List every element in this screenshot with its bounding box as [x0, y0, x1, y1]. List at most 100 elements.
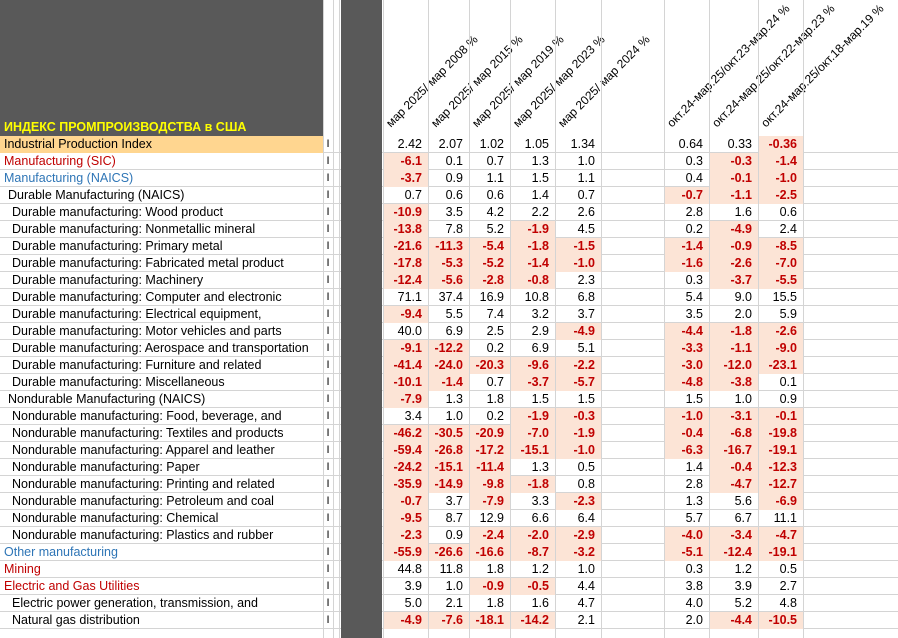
data-cell[interactable]: -10.5: [758, 612, 803, 629]
data-cell[interactable]: 2.4: [779, 222, 797, 236]
data-cell[interactable]: -14.2: [510, 612, 555, 629]
data-cell[interactable]: -9.0: [758, 340, 803, 357]
row-marker[interactable]: I: [326, 410, 330, 422]
data-cell[interactable]: -19.1: [758, 544, 803, 561]
data-cell[interactable]: -2.3: [383, 527, 428, 544]
row-label[interactable]: Other manufacturing: [4, 545, 118, 559]
data-cell[interactable]: -0.3: [555, 408, 601, 425]
data-cell[interactable]: -0.9: [469, 578, 510, 595]
data-cell[interactable]: 0.1: [779, 375, 797, 389]
data-cell[interactable]: 44.8: [397, 562, 422, 576]
row-label[interactable]: Manufacturing (SIC): [4, 154, 116, 168]
row-marker[interactable]: I: [326, 325, 330, 337]
row-label[interactable]: Nondurable manufacturing: Paper: [12, 460, 200, 474]
data-cell[interactable]: 0.33: [727, 137, 752, 151]
row-marker[interactable]: I: [326, 257, 330, 269]
data-cell[interactable]: -4.4: [709, 612, 758, 629]
data-cell[interactable]: -2.9: [555, 527, 601, 544]
row-marker[interactable]: I: [326, 393, 330, 405]
row-label[interactable]: Nondurable manufacturing: Plastics and r…: [12, 528, 274, 542]
row-label[interactable]: Durable manufacturing: Electrical equipm…: [12, 307, 262, 321]
data-cell[interactable]: 6.4: [577, 511, 595, 525]
data-cell[interactable]: -12.0: [709, 357, 758, 374]
data-cell[interactable]: -19.8: [758, 425, 803, 442]
data-cell[interactable]: -4.9: [383, 612, 428, 629]
data-cell[interactable]: 6.8: [577, 290, 595, 304]
data-cell[interactable]: 1.2: [734, 562, 752, 576]
data-cell[interactable]: 5.1: [577, 341, 595, 355]
data-cell[interactable]: -46.2: [383, 425, 428, 442]
data-cell[interactable]: -1.0: [555, 255, 601, 272]
data-cell[interactable]: -1.4: [664, 238, 709, 255]
data-cell[interactable]: 1.5: [685, 392, 703, 406]
data-cell[interactable]: 37.4: [438, 290, 463, 304]
data-cell[interactable]: 0.7: [404, 188, 422, 202]
data-cell[interactable]: 2.07: [438, 137, 463, 151]
data-cell[interactable]: -5.6: [428, 272, 469, 289]
data-cell[interactable]: 0.2: [685, 222, 703, 236]
data-cell[interactable]: -0.5: [510, 578, 555, 595]
data-cell[interactable]: -8.7: [510, 544, 555, 561]
data-cell[interactable]: -6.8: [709, 425, 758, 442]
data-cell[interactable]: -1.0: [664, 408, 709, 425]
data-cell[interactable]: 4.7: [577, 596, 595, 610]
data-cell[interactable]: 2.0: [685, 613, 703, 627]
row-label[interactable]: Durable manufacturing: Aerospace and tra…: [12, 341, 309, 355]
data-cell[interactable]: -1.9: [510, 408, 555, 425]
data-cell[interactable]: -13.8: [383, 221, 428, 238]
data-cell[interactable]: 5.6: [734, 494, 752, 508]
data-cell[interactable]: 1.02: [479, 137, 504, 151]
data-cell[interactable]: -0.1: [758, 408, 803, 425]
data-cell[interactable]: -1.8: [510, 238, 555, 255]
row-label[interactable]: Durable manufacturing: Miscellaneous: [12, 375, 225, 389]
row-marker[interactable]: I: [326, 461, 330, 473]
data-cell[interactable]: -17.2: [469, 442, 510, 459]
data-cell[interactable]: -55.9: [383, 544, 428, 561]
data-cell[interactable]: -10.1: [383, 374, 428, 391]
data-cell[interactable]: -0.8: [510, 272, 555, 289]
data-cell[interactable]: -26.8: [428, 442, 469, 459]
row-marker[interactable]: I: [326, 308, 330, 320]
data-cell[interactable]: 0.6: [486, 188, 504, 202]
row-marker[interactable]: I: [326, 529, 330, 541]
row-label[interactable]: Durable manufacturing: Computer and elec…: [12, 290, 282, 304]
data-cell[interactable]: 4.5: [577, 222, 595, 236]
data-cell[interactable]: 1.6: [734, 205, 752, 219]
data-cell[interactable]: 0.8: [577, 477, 595, 491]
row-marker[interactable]: I: [326, 580, 330, 592]
data-cell[interactable]: 2.5: [486, 324, 504, 338]
data-cell[interactable]: -0.4: [709, 459, 758, 476]
data-cell[interactable]: 0.9: [445, 171, 463, 185]
data-cell[interactable]: 1.8: [486, 392, 504, 406]
data-cell[interactable]: -12.4: [709, 544, 758, 561]
data-cell[interactable]: -20.3: [469, 357, 510, 374]
data-cell[interactable]: -26.6: [428, 544, 469, 561]
row-label[interactable]: Nondurable Manufacturing (NAICS): [8, 392, 206, 406]
data-cell[interactable]: 6.9: [531, 341, 549, 355]
data-cell[interactable]: -30.5: [428, 425, 469, 442]
data-cell[interactable]: -9.5: [383, 510, 428, 527]
row-marker[interactable]: I: [326, 138, 330, 150]
row-marker[interactable]: I: [326, 512, 330, 524]
data-cell[interactable]: -6.1: [383, 153, 428, 170]
data-cell[interactable]: -35.9: [383, 476, 428, 493]
data-cell[interactable]: -3.7: [709, 272, 758, 289]
data-cell[interactable]: -2.5: [758, 187, 803, 204]
data-cell[interactable]: -2.6: [709, 255, 758, 272]
row-label[interactable]: Electric and Gas Utilities: [4, 579, 140, 593]
data-cell[interactable]: 0.5: [779, 562, 797, 576]
data-cell[interactable]: -0.1: [709, 170, 758, 187]
data-cell[interactable]: -3.3: [664, 340, 709, 357]
row-label[interactable]: Durable manufacturing: Fabricated metal …: [12, 256, 284, 270]
data-cell[interactable]: -7.9: [469, 493, 510, 510]
data-cell[interactable]: 2.8: [685, 477, 703, 491]
column-header[interactable]: мар 2025/ мар 2024 %: [555, 32, 653, 131]
data-cell[interactable]: -3.7: [510, 374, 555, 391]
data-cell[interactable]: 1.3: [445, 392, 463, 406]
data-cell[interactable]: -9.1: [383, 340, 428, 357]
data-cell[interactable]: 7.4: [486, 307, 504, 321]
data-cell[interactable]: 0.3: [685, 273, 703, 287]
data-cell[interactable]: 2.2: [531, 205, 549, 219]
row-label[interactable]: Industrial Production Index: [0, 136, 323, 153]
data-cell[interactable]: -12.7: [758, 476, 803, 493]
